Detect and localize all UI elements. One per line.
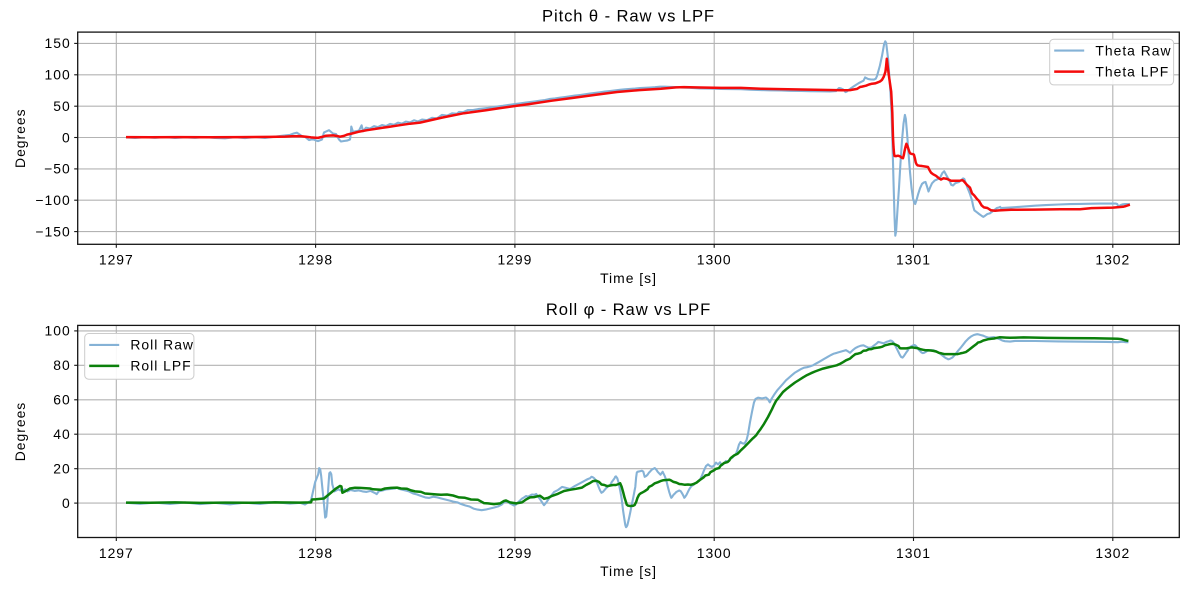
svg-text:Time [s]: Time [s] xyxy=(600,270,657,286)
svg-text:1299: 1299 xyxy=(497,252,532,268)
svg-text:20: 20 xyxy=(53,461,70,477)
svg-text:1300: 1300 xyxy=(697,252,732,268)
svg-text:Roll φ - Raw vs LPF: Roll φ - Raw vs LPF xyxy=(546,300,711,319)
svg-text:−50: −50 xyxy=(44,161,71,177)
svg-text:150: 150 xyxy=(45,35,71,51)
svg-text:Roll Raw: Roll Raw xyxy=(130,337,194,353)
svg-text:100: 100 xyxy=(45,67,71,83)
svg-text:Time [s]: Time [s] xyxy=(600,563,657,579)
svg-text:Theta LPF: Theta LPF xyxy=(1095,63,1169,79)
svg-text:1297: 1297 xyxy=(99,252,134,268)
svg-text:1301: 1301 xyxy=(896,545,931,561)
svg-text:−100: −100 xyxy=(35,192,70,208)
svg-text:1299: 1299 xyxy=(497,545,532,561)
svg-text:80: 80 xyxy=(53,357,70,373)
svg-text:−150: −150 xyxy=(35,223,70,239)
svg-text:1297: 1297 xyxy=(99,545,134,561)
svg-text:1301: 1301 xyxy=(896,252,931,268)
svg-text:Degrees: Degrees xyxy=(12,402,28,462)
svg-text:Roll LPF: Roll LPF xyxy=(130,358,191,374)
svg-text:0: 0 xyxy=(62,129,71,145)
svg-text:60: 60 xyxy=(53,392,70,408)
svg-text:Pitch θ - Raw vs LPF: Pitch θ - Raw vs LPF xyxy=(542,7,715,26)
svg-text:1298: 1298 xyxy=(298,252,333,268)
svg-text:1302: 1302 xyxy=(1095,545,1130,561)
svg-text:Theta Raw: Theta Raw xyxy=(1095,42,1171,58)
svg-text:1298: 1298 xyxy=(298,545,333,561)
svg-text:Degrees: Degrees xyxy=(12,108,28,168)
svg-text:1300: 1300 xyxy=(697,545,732,561)
svg-text:100: 100 xyxy=(45,323,71,339)
svg-text:50: 50 xyxy=(53,98,70,114)
svg-text:1302: 1302 xyxy=(1095,252,1130,268)
svg-text:0: 0 xyxy=(62,495,71,511)
svg-text:40: 40 xyxy=(53,426,70,442)
